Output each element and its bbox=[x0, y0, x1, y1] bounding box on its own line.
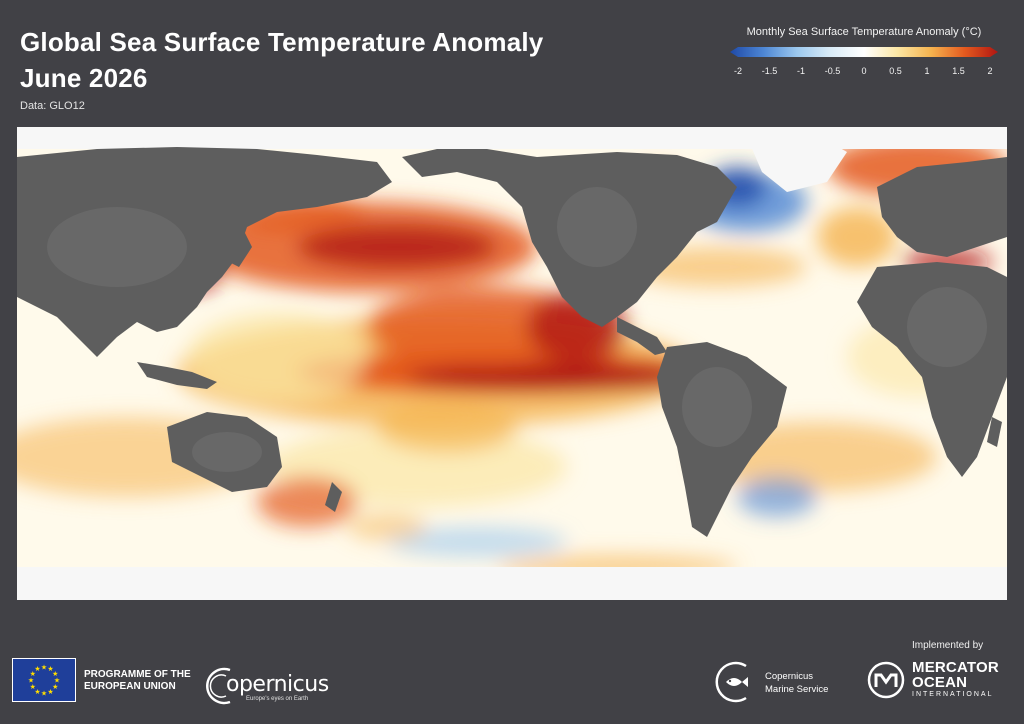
title-line-1: Global Sea Surface Temperature Anomaly bbox=[20, 27, 544, 57]
copernicus-wordmark: opernicus bbox=[226, 672, 329, 697]
eu-programme-text: PROGRAMME OF THE EUROPEAN UNION bbox=[84, 669, 191, 693]
antarctic-ice bbox=[17, 567, 1007, 600]
world-map bbox=[17, 127, 1007, 600]
legend-tick-label: -1 bbox=[796, 66, 806, 76]
legend-tick-label: -2 bbox=[733, 66, 743, 76]
eu-star-icon: ★ bbox=[41, 664, 47, 672]
legend-tick-label: -1.5 bbox=[761, 66, 778, 76]
mercator-m-icon bbox=[867, 661, 905, 699]
land-europe bbox=[877, 157, 1007, 257]
legend-tick-label: 1 bbox=[924, 66, 930, 76]
land-greenland bbox=[747, 135, 847, 192]
data-source: Data: GLO12 bbox=[20, 100, 85, 112]
legend-tick-label: 0 bbox=[861, 66, 867, 76]
eu-flag-logo: ★ ★ ★ ★ ★ ★ ★ ★ ★ ★ ★ ★ bbox=[12, 658, 76, 702]
terrain-shading bbox=[47, 187, 987, 472]
marine-service-fish-icon bbox=[715, 661, 748, 703]
eu-star-icon: ★ bbox=[41, 690, 47, 698]
legend-tick-label: -0.5 bbox=[824, 66, 841, 76]
land-central-america bbox=[617, 317, 667, 355]
copernicus-tagline: Europe's eyes on Earth bbox=[246, 696, 309, 702]
legend-tick-labels: -2 -1.5 -1 -0.5 0 0.5 1 1.5 2 bbox=[730, 66, 998, 80]
legend-gradient bbox=[730, 47, 998, 57]
land-north-america bbox=[402, 149, 737, 327]
eu-star-icon: ★ bbox=[30, 670, 36, 678]
mercator-line-2: OCEAN bbox=[912, 674, 968, 691]
copernicus-c-icon bbox=[206, 667, 231, 705]
legend-tick-label: 1.5 bbox=[952, 66, 965, 76]
land-australia bbox=[167, 412, 282, 492]
eu-star-icon: ★ bbox=[52, 683, 58, 691]
eu-text-line-2: EUROPEAN UNION bbox=[84, 681, 176, 692]
land-south-america bbox=[657, 342, 787, 537]
eu-star-icon: ★ bbox=[28, 677, 34, 685]
legend-title: Monthly Sea Surface Temperature Anomaly … bbox=[746, 26, 982, 38]
land-madagascar bbox=[987, 417, 1002, 447]
land-japan bbox=[227, 227, 252, 267]
eu-star-icon: ★ bbox=[34, 665, 40, 673]
eu-star-icon: ★ bbox=[54, 677, 60, 685]
legend-color-bar bbox=[730, 47, 998, 57]
mercator-line-1: MERCATOR bbox=[912, 659, 999, 676]
copernicus-logo: opernicus Europe's eyes on Earth bbox=[200, 658, 329, 706]
eu-star-icon: ★ bbox=[34, 688, 40, 696]
sst-anomaly-map bbox=[17, 127, 1007, 600]
mercator-line-3: INTERNATIONAL bbox=[912, 691, 994, 698]
land-africa bbox=[857, 262, 1007, 477]
landmasses bbox=[17, 135, 1007, 537]
eu-text-line-1: PROGRAMME OF THE bbox=[84, 669, 191, 680]
land-uk bbox=[892, 202, 907, 227]
legend-tick-label: 2 bbox=[987, 66, 993, 76]
eu-star-icon: ★ bbox=[30, 683, 36, 691]
eu-star-icon: ★ bbox=[47, 665, 53, 673]
arctic-ice bbox=[17, 127, 1007, 149]
cms-line-1: Copernicus bbox=[765, 671, 814, 682]
title-line-2: June 2026 bbox=[20, 63, 148, 93]
map-title: Global Sea Surface Temperature Anomaly J… bbox=[20, 24, 543, 96]
eu-star-icon: ★ bbox=[47, 688, 53, 696]
eu-star-icon: ★ bbox=[52, 670, 58, 678]
eu-stars: ★ ★★★★★★★★★★★ bbox=[28, 664, 60, 698]
land-eurasia bbox=[17, 147, 392, 357]
implemented-by-label: Implemented by bbox=[912, 640, 984, 651]
land-indonesia bbox=[137, 362, 217, 389]
cms-line-2: Marine Service bbox=[765, 684, 829, 695]
color-legend: Monthly Sea Surface Temperature Anomaly … bbox=[724, 26, 1004, 80]
marine-service-text: Copernicus Marine Service bbox=[765, 670, 828, 696]
legend-tick-label: 0.5 bbox=[889, 66, 902, 76]
land-new-zealand bbox=[325, 482, 342, 512]
footer-logos: ★ ★ ★ ★ ★ ★ ★ ★ ★ ★ ★ ★ PROGRAMME OF THE EUROPEAN U… bbox=[0, 630, 1024, 724]
